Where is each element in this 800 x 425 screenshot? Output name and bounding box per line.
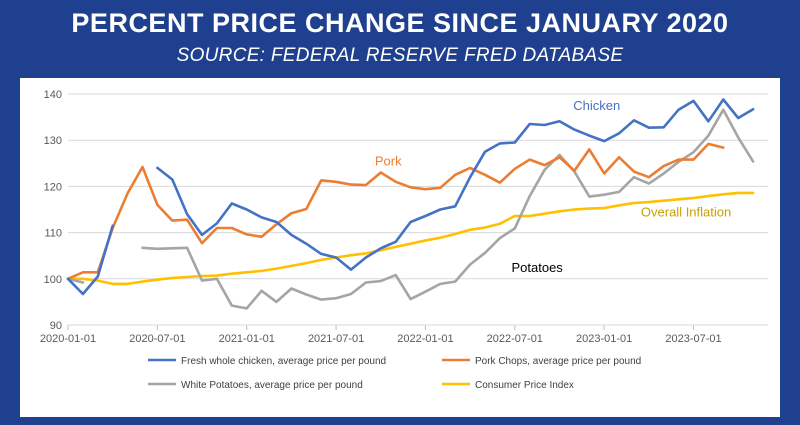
x-tick-label-2022-07-01: 2022-07-01	[487, 333, 543, 345]
annotation-pork: Pork	[375, 154, 402, 169]
series-line-chicken-1	[156, 98, 755, 271]
legend-label-overall-inflation: Consumer Price Index	[475, 380, 574, 391]
legend-label-potatoes: White Potatoes, average price per pound	[181, 380, 363, 391]
legend-label-pork: Pork Chops, average price per pound	[475, 356, 641, 367]
x-tick-label-2022-01-01: 2022-01-01	[397, 333, 453, 345]
chart-panel: 90 100 110 120 130 140 2020-01-01 2020-07-01 202…	[20, 78, 780, 417]
y-tick-label-100: 100	[44, 274, 62, 286]
annotation-potatoes: Potatoes	[511, 260, 563, 275]
annotation-chicken: Chicken	[573, 98, 620, 113]
y-tick-label-120: 120	[44, 181, 62, 193]
chart-title: PERCENT PRICE CHANGE SINCE JANUARY 2020	[71, 8, 729, 38]
chart-subtitle: SOURCE: FEDERAL RESERVE FRED DATABASE	[176, 45, 624, 66]
series-line-pork-0	[66, 142, 725, 281]
y-tick-label-90: 90	[50, 320, 62, 332]
x-tick-label-2021-01-01: 2021-01-01	[219, 333, 275, 345]
x-tick-label-2020-01-01: 2020-01-01	[40, 333, 96, 345]
series-line-potatoes-0	[66, 277, 85, 284]
series-line-chicken-0	[66, 224, 114, 296]
series-line-potatoes-1	[141, 108, 755, 310]
x-tick-label-2023-01-01: 2023-01-01	[576, 333, 632, 345]
annotation-overall-inflation: Overall Inflation	[641, 204, 731, 219]
line-chart: 90 100 110 120 130 140 2020-01-01 2020-07-01 202…	[40, 89, 768, 391]
x-tick-label-2023-07-01: 2023-07-01	[665, 333, 721, 345]
y-tick-label-140: 140	[44, 89, 62, 101]
y-tick-label-110: 110	[44, 228, 62, 240]
x-tick-label-2020-07-01: 2020-07-01	[129, 333, 185, 345]
y-tick-label-130: 130	[44, 135, 62, 147]
x-tick-label-2021-07-01: 2021-07-01	[308, 333, 364, 345]
series-line-overall-inflation-0	[66, 191, 755, 286]
legend-label-chicken: Fresh whole chicken, average price per p…	[181, 356, 386, 367]
